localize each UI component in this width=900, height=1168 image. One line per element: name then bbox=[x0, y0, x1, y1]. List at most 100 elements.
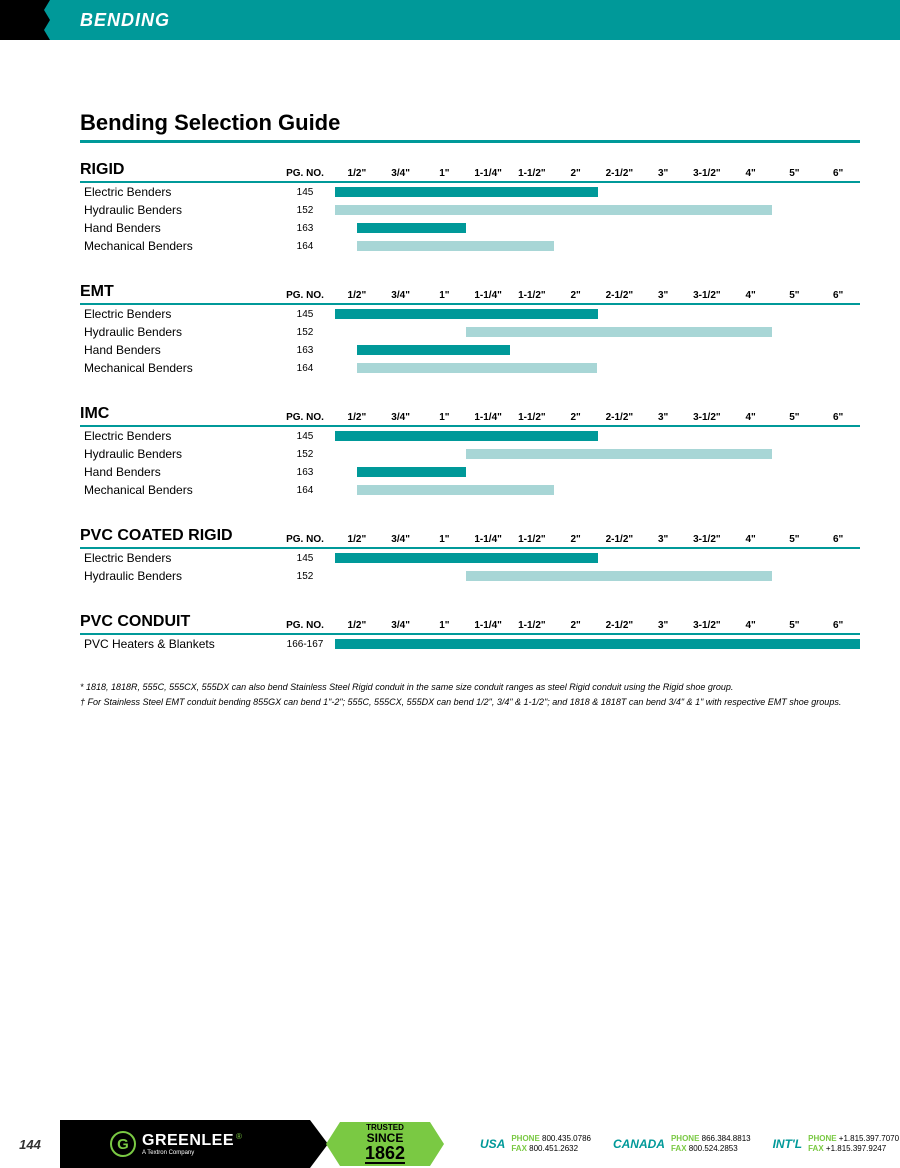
row-page: 145 bbox=[275, 187, 335, 198]
section: RIGIDPG. NO.1/2"3/4"1"1-1/4"1-1/2"2"2-1/… bbox=[80, 161, 860, 255]
contact-region: CANADA bbox=[613, 1137, 665, 1151]
phone-number: +1.815.397.7070 bbox=[839, 1134, 899, 1143]
size-col-header: 1-1/4" bbox=[466, 534, 510, 545]
size-col-header: 1/2" bbox=[335, 290, 379, 301]
fax-label: FAX bbox=[511, 1144, 527, 1153]
table-row: Electric Benders145 bbox=[80, 549, 860, 567]
size-col-header: 1-1/2" bbox=[510, 534, 554, 545]
row-bars bbox=[335, 483, 860, 497]
logo-name: GREENLEE bbox=[142, 1132, 234, 1149]
size-col-header: 2-1/2" bbox=[598, 168, 642, 179]
size-col-header: 2" bbox=[554, 534, 598, 545]
section-header: RIGIDPG. NO.1/2"3/4"1"1-1/4"1-1/2"2"2-1/… bbox=[80, 161, 860, 183]
page-title: Bending Selection Guide bbox=[80, 110, 860, 143]
phone-label: PHONE bbox=[808, 1134, 836, 1143]
row-page: 164 bbox=[275, 485, 335, 496]
size-col-header: 6" bbox=[816, 290, 860, 301]
contact-region: INT'L bbox=[773, 1137, 803, 1151]
size-col-header: 2" bbox=[554, 620, 598, 631]
section-title: RIGID bbox=[80, 161, 275, 179]
row-page: 164 bbox=[275, 363, 335, 374]
table-row: Hand Benders163 bbox=[80, 219, 860, 237]
contact-lines: PHONE +1.815.397.7070FAX +1.815.397.9247 bbox=[808, 1134, 899, 1155]
size-col-header: 3/4" bbox=[379, 620, 423, 631]
section: EMTPG. NO.1/2"3/4"1"1-1/4"1-1/2"2"2-1/2"… bbox=[80, 283, 860, 377]
size-col-header: 3-1/2" bbox=[685, 168, 729, 179]
fax-label: FAX bbox=[671, 1144, 687, 1153]
row-label: Hand Benders bbox=[80, 343, 275, 357]
table-row: Electric Benders145 bbox=[80, 427, 860, 445]
row-bars bbox=[335, 203, 860, 217]
phone-number: 866.384.8813 bbox=[702, 1134, 751, 1143]
sizes-header: 1/2"3/4"1"1-1/4"1-1/2"2"2-1/2"3"3-1/2"4"… bbox=[335, 290, 860, 301]
row-label: Electric Benders bbox=[80, 307, 275, 321]
row-page: 145 bbox=[275, 431, 335, 442]
logo-g-icon: G bbox=[110, 1131, 136, 1157]
contact-lines: PHONE 800.435.0786FAX 800.451.2632 bbox=[511, 1134, 591, 1155]
logo-band: G GREENLEE® A Textron Company bbox=[60, 1120, 310, 1168]
row-bars bbox=[335, 447, 860, 461]
footer-page-number: 144 bbox=[0, 1137, 60, 1152]
row-page: 152 bbox=[275, 327, 335, 338]
row-page: 164 bbox=[275, 241, 335, 252]
section-title: PVC COATED RIGID bbox=[80, 527, 275, 545]
size-col-header: 5" bbox=[773, 290, 817, 301]
section-header: PVC COATED RIGIDPG. NO.1/2"3/4"1"1-1/4"1… bbox=[80, 527, 860, 549]
range-bar bbox=[335, 553, 598, 563]
size-col-header: 1-1/4" bbox=[466, 290, 510, 301]
row-bars bbox=[335, 551, 860, 565]
section-title: PVC CONDUIT bbox=[80, 613, 275, 631]
sizes-header: 1/2"3/4"1"1-1/4"1-1/2"2"2-1/2"3"3-1/2"4"… bbox=[335, 620, 860, 631]
logo-subtitle: A Textron Company bbox=[142, 1150, 242, 1156]
size-col-header: 3/4" bbox=[379, 168, 423, 179]
size-col-header: 4" bbox=[729, 412, 773, 423]
size-col-header: 1" bbox=[423, 290, 467, 301]
size-col-header: 2-1/2" bbox=[598, 412, 642, 423]
section: PVC COATED RIGIDPG. NO.1/2"3/4"1"1-1/4"1… bbox=[80, 527, 860, 585]
size-col-header: 3/4" bbox=[379, 534, 423, 545]
size-col-header: 3" bbox=[641, 168, 685, 179]
size-col-header: 3" bbox=[641, 534, 685, 545]
footnotes: * 1818, 1818R, 555C, 555CX, 555DX can al… bbox=[80, 681, 860, 708]
fax-label: FAX bbox=[808, 1144, 824, 1153]
content-area: Bending Selection Guide RIGIDPG. NO.1/2"… bbox=[80, 110, 860, 710]
range-bar bbox=[335, 639, 860, 649]
row-label: Mechanical Benders bbox=[80, 483, 275, 497]
row-page: 163 bbox=[275, 223, 335, 234]
header-title: BENDING bbox=[80, 10, 170, 30]
footer: 144 G GREENLEE® A Textron Company TRUSTE… bbox=[0, 1120, 900, 1168]
row-bars bbox=[335, 239, 860, 253]
size-col-header: 3-1/2" bbox=[685, 620, 729, 631]
size-col-header: 6" bbox=[816, 620, 860, 631]
trusted-badge: TRUSTED SINCE 1862 bbox=[340, 1122, 430, 1166]
range-bar bbox=[357, 241, 554, 251]
size-col-header: 3/4" bbox=[379, 412, 423, 423]
footer-contacts: USAPHONE 800.435.0786FAX 800.451.2632CAN… bbox=[480, 1134, 899, 1155]
size-col-header: 1" bbox=[423, 534, 467, 545]
contact-block: CANADAPHONE 866.384.8813FAX 800.524.2853 bbox=[613, 1134, 751, 1155]
table-row: Electric Benders145 bbox=[80, 305, 860, 323]
row-bars bbox=[335, 429, 860, 443]
row-label: Hydraulic Benders bbox=[80, 447, 275, 461]
size-col-header: 2" bbox=[554, 412, 598, 423]
phone-number: 800.435.0786 bbox=[542, 1134, 591, 1143]
row-bars bbox=[335, 343, 860, 357]
contact-block: INT'LPHONE +1.815.397.7070FAX +1.815.397… bbox=[773, 1134, 899, 1155]
size-col-header: 6" bbox=[816, 168, 860, 179]
row-label: Mechanical Benders bbox=[80, 361, 275, 375]
pgno-header: PG. NO. bbox=[275, 412, 335, 423]
size-col-header: 1-1/4" bbox=[466, 168, 510, 179]
row-label: Electric Benders bbox=[80, 551, 275, 565]
phone-label: PHONE bbox=[671, 1134, 699, 1143]
row-label: PVC Heaters & Blankets bbox=[80, 637, 275, 651]
size-col-header: 4" bbox=[729, 620, 773, 631]
table-row: PVC Heaters & Blankets166-167 bbox=[80, 635, 860, 653]
row-page: 152 bbox=[275, 571, 335, 582]
table-row: Hand Benders163 bbox=[80, 341, 860, 359]
range-bar bbox=[335, 205, 772, 215]
size-col-header: 5" bbox=[773, 168, 817, 179]
row-page: 152 bbox=[275, 449, 335, 460]
size-col-header: 1-1/2" bbox=[510, 290, 554, 301]
size-col-header: 4" bbox=[729, 168, 773, 179]
row-bars bbox=[335, 569, 860, 583]
